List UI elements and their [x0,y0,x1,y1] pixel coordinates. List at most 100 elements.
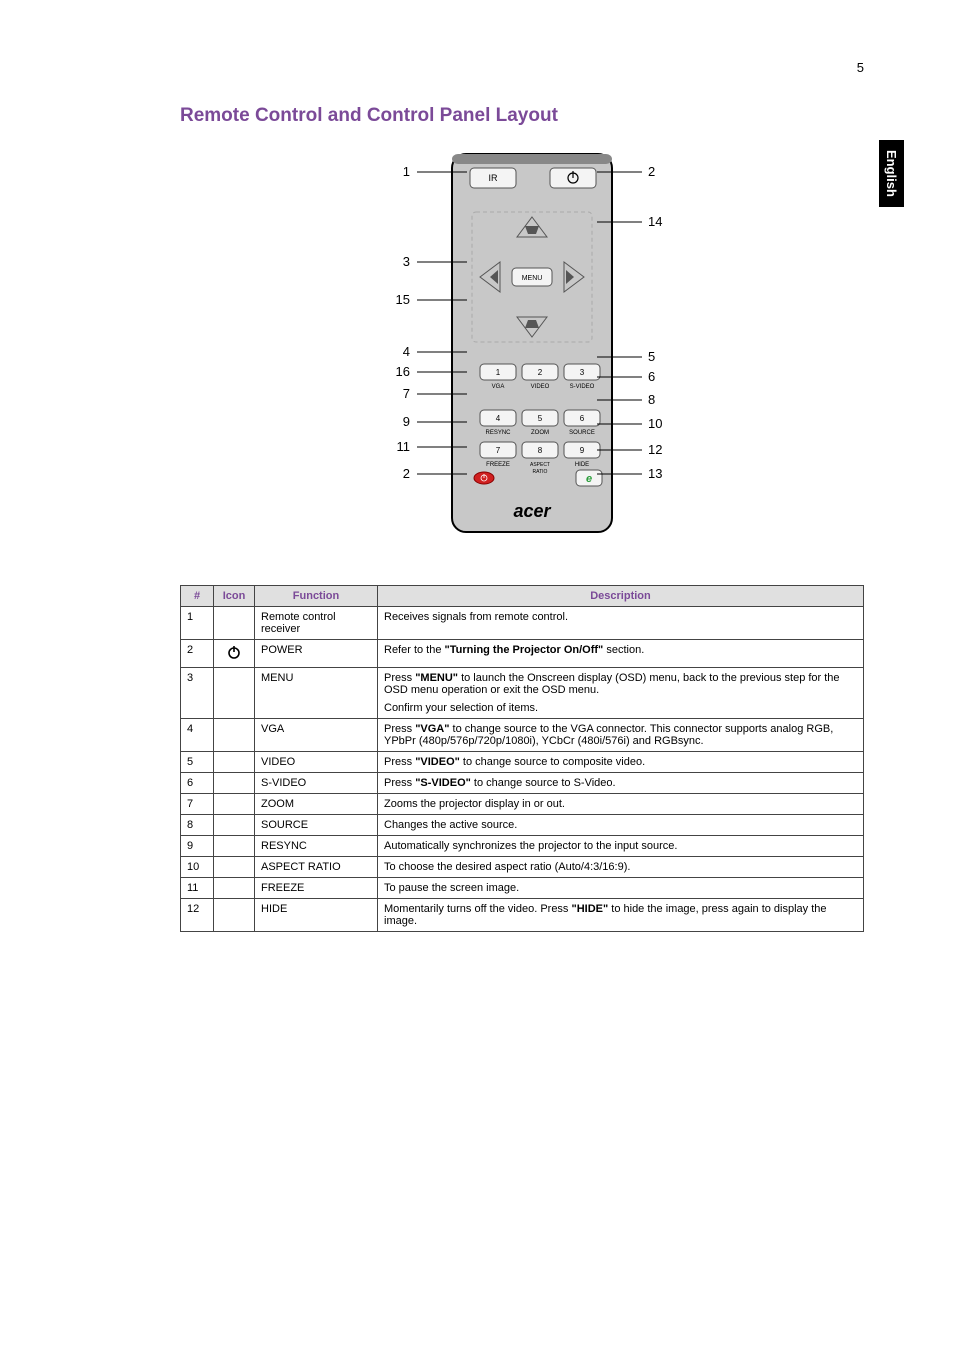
row-number: 6 [181,773,214,794]
table-row: 4 VGAPress "VGA" to change source to the … [181,719,864,752]
table-row: 1 Remote control receiverReceives signals… [181,607,864,640]
svg-text:5: 5 [538,414,543,423]
row-icon [214,640,255,668]
row-icon [214,878,255,899]
row-icon [214,752,255,773]
svg-text:e: e [586,473,592,485]
row-description: Zooms the projector display in or out. [378,794,864,815]
row-description: Momentarily turns off the video. Press "… [378,899,864,932]
row-description: Changes the active source. [378,815,864,836]
table-row: 7 ZOOMZooms the projector display in or o… [181,794,864,815]
row-number: 2 [181,640,214,668]
row-number: 7 [181,794,214,815]
row-number: 4 [181,719,214,752]
row-function: VGA [255,719,378,752]
table-row: 12 HIDEMomentarily turns off the video. P… [181,899,864,932]
svg-text:6: 6 [648,369,655,384]
remote-diagram: IR MENU 1 VGA 2 VIDEO 3 S-VIDEO 4 RESYNC 5 ZOOM 6 SOU… [180,142,864,555]
power-icon [226,644,242,660]
row-function: Remote control receiver [255,607,378,640]
svg-text:4: 4 [496,414,501,423]
svg-text:VGA: VGA [492,384,505,390]
svg-text:13: 13 [648,466,662,481]
svg-text:1: 1 [403,164,410,179]
row-number: 11 [181,878,214,899]
svg-text:VIDEO: VIDEO [531,384,550,390]
row-description: To choose the desired aspect ratio (Auto… [378,857,864,878]
row-number: 12 [181,899,214,932]
svg-text:RESYNC: RESYNC [485,430,511,436]
svg-text:3: 3 [403,254,410,269]
table-row: 9RESYNCAutomatically synchronizes the pr… [181,836,864,857]
svg-text:2: 2 [648,164,655,179]
row-description: Press "VGA" to change source to the VGA … [378,719,864,752]
svg-text:SOURCE: SOURCE [569,430,595,436]
svg-text:16: 16 [396,364,410,379]
row-icon [214,668,255,719]
svg-text:9: 9 [580,446,585,455]
row-description: Press "MENU" to launch the Onscreen disp… [378,668,864,719]
language-tab: English [879,140,904,207]
svg-text:10: 10 [648,416,662,431]
section-title: Remote Control and Control Panel Layout [180,105,864,127]
table-header: Description [378,586,864,607]
table-row: 3MENUPress "MENU" to launch the Onscreen… [181,668,864,719]
svg-text:HIDE: HIDE [575,462,589,468]
svg-text:ZOOM: ZOOM [531,430,549,436]
svg-text:12: 12 [648,442,662,457]
table-header: Icon [214,586,255,607]
svg-text:2: 2 [403,466,410,481]
row-function: FREEZE [255,878,378,899]
row-function: VIDEO [255,752,378,773]
row-icon [214,836,255,857]
svg-text:8: 8 [648,392,655,407]
row-number: 3 [181,668,214,719]
row-description: Receives signals from remote control. [378,607,864,640]
row-description: Automatically synchronizes the projector… [378,836,864,857]
svg-text:2: 2 [538,368,543,377]
row-function: ZOOM [255,794,378,815]
row-description: Refer to the "Turning the Projector On/O… [378,640,864,668]
row-function: SOURCE [255,815,378,836]
function-table: #IconFunctionDescription 1 Remote control… [180,585,864,932]
svg-text:ASPECT: ASPECT [530,462,550,468]
row-function: ASPECT RATIO [255,857,378,878]
row-icon [214,773,255,794]
svg-text:RATIO: RATIO [533,469,548,475]
svg-text:1: 1 [496,368,501,377]
row-function: S-VIDEO [255,773,378,794]
svg-text:S-VIDEO: S-VIDEO [570,384,595,390]
svg-text:3: 3 [580,368,585,377]
table-row: 5 VIDEOPress "VIDEO" to change source to … [181,752,864,773]
row-icon [214,607,255,640]
row-function: RESYNC [255,836,378,857]
row-icon [214,857,255,878]
table-header: # [181,586,214,607]
row-icon [214,815,255,836]
table-row: 6 S-VIDEOPress "S-VIDEO" to change source… [181,773,864,794]
row-description: Press "VIDEO" to change source to compos… [378,752,864,773]
row-number: 8 [181,815,214,836]
svg-text:5: 5 [648,349,655,364]
row-number: 5 [181,752,214,773]
svg-text:11: 11 [397,439,411,454]
row-description: Press "S-VIDEO" to change source to S-Vi… [378,773,864,794]
row-icon [214,719,255,752]
svg-text:15: 15 [396,292,410,307]
svg-text:MENU: MENU [522,275,543,282]
row-function: HIDE [255,899,378,932]
table-row: 2 POWERRefer to the "Turning the Projecto… [181,640,864,668]
svg-text:IR: IR [489,173,499,183]
svg-text:6: 6 [580,414,585,423]
row-icon [214,899,255,932]
table-header: Function [255,586,378,607]
row-number: 10 [181,857,214,878]
svg-text:7: 7 [403,386,410,401]
svg-text:14: 14 [648,214,662,229]
table-row: 11FREEZETo pause the screen image. [181,878,864,899]
svg-text:9: 9 [403,414,410,429]
row-function: POWER [255,640,378,668]
svg-text:8: 8 [538,446,543,455]
table-row: 10 ASPECT RATIOTo choose the desired aspe… [181,857,864,878]
row-number: 1 [181,607,214,640]
